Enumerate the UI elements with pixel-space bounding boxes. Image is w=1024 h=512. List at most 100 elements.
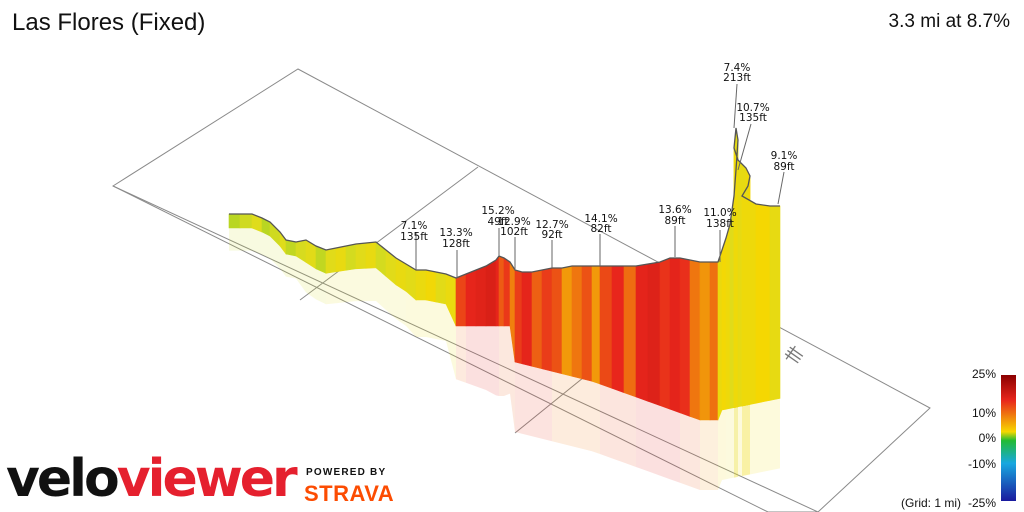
ribbon-slice	[365, 241, 377, 269]
segment-label: 12.7% 92ft	[535, 219, 569, 268]
reflection-slice	[406, 291, 416, 337]
svg-text:7.4%: 7.4%	[724, 62, 751, 74]
ribbon-slice	[721, 237, 727, 411]
svg-text:15.2%: 15.2%	[481, 205, 514, 217]
reflection-slice	[504, 326, 510, 396]
ribbon-slice	[425, 269, 437, 303]
ribbon-slice	[725, 223, 731, 410]
svg-text:89ft: 89ft	[774, 161, 795, 173]
reflection-slice	[396, 284, 406, 326]
ribbon-slice	[228, 213, 241, 229]
reflection-slice	[510, 326, 515, 432]
strava-logo[interactable]: STRAVA	[304, 481, 395, 506]
ribbon-slice	[355, 242, 367, 270]
reflection-slice	[600, 384, 612, 459]
segment-label: 12.9% 102ft	[497, 216, 531, 270]
reflection-slice	[636, 396, 648, 472]
reflection-slice	[736, 406, 738, 478]
reflection-slice	[522, 363, 532, 437]
ribbon-slice	[635, 263, 649, 402]
segment-label: 7.4% 213ft	[723, 62, 751, 129]
ribbon-slice	[659, 257, 671, 410]
segment-labels: 7.1% 135ft 13.3% 128ft 15.2% 49ft 12.9% …	[400, 62, 797, 278]
reflection-slice	[734, 406, 738, 478]
ribbon-slice	[699, 261, 711, 421]
ribbon-slice	[521, 271, 533, 367]
segment-label: 9.1% 89ft	[771, 150, 798, 205]
reflection-slice	[316, 268, 326, 305]
reflection-slice	[748, 404, 750, 475]
svg-text:135ft: 135ft	[739, 112, 767, 124]
segment-label: 10.7% 135ft	[736, 102, 770, 171]
reflection-slice	[734, 407, 736, 478]
reflection-slice	[532, 366, 542, 439]
svg-text:13.6%: 13.6%	[658, 204, 691, 216]
reflection-slice	[700, 420, 710, 490]
reflection-slice	[730, 407, 734, 479]
reflection-slice	[486, 326, 496, 396]
reflection-slice	[680, 412, 690, 487]
reflection-slice	[229, 228, 240, 251]
svg-text:10.7%: 10.7%	[736, 102, 769, 114]
reflection-slice	[742, 403, 756, 476]
ribbon-slice	[769, 205, 781, 401]
reflection-slice	[736, 406, 738, 478]
reflection-slice	[734, 407, 736, 478]
svg-text:138ft: 138ft	[706, 218, 734, 230]
reflection-slice	[262, 232, 270, 259]
segment-label: 15.2% 49ft	[481, 205, 515, 256]
ribbon-slice	[551, 267, 563, 375]
ribbon-slice	[345, 243, 357, 271]
profile-reflection	[229, 228, 780, 490]
reflection-slice	[496, 326, 499, 396]
veloviewer-logo[interactable]: veloviewer	[6, 449, 298, 509]
north-arrow-icon	[784, 345, 804, 364]
ribbon-slice	[591, 265, 601, 385]
ribbon-slice	[498, 255, 505, 327]
ribbon-slice	[475, 265, 487, 327]
ribbon-slice	[709, 261, 719, 421]
page-title: Las Flores (Fixed)	[12, 9, 206, 36]
reflection-slice	[252, 228, 262, 255]
segment-label: 14.1% 82ft	[584, 213, 618, 266]
logo-velo-text: velo	[6, 449, 120, 509]
ribbon-slice	[669, 257, 681, 414]
ribbon-slice	[495, 255, 500, 327]
reflection-slice	[742, 404, 748, 476]
svg-text:49ft: 49ft	[488, 216, 509, 228]
svg-text:82ft: 82ft	[591, 223, 612, 235]
reflection-slice	[376, 267, 386, 310]
svg-text:14.1%: 14.1%	[584, 213, 617, 225]
reflection-slice	[722, 409, 726, 480]
reflection-slice	[542, 368, 552, 442]
reflection-slice	[286, 254, 296, 279]
svg-text:12.7%: 12.7%	[535, 219, 568, 231]
reflection-slice	[240, 228, 252, 251]
ribbon-slice	[503, 257, 511, 327]
svg-text:213ft: 213ft	[723, 72, 751, 84]
reflection-slice	[756, 400, 770, 474]
reflection-slice	[552, 371, 562, 444]
ribbon-slice	[755, 203, 771, 404]
ribbon-slice	[455, 273, 467, 327]
reflection-slice	[306, 262, 316, 300]
ribbon-slice	[325, 247, 337, 274]
reflection-slice	[466, 326, 476, 387]
reflection-slice	[356, 268, 366, 302]
reflection-slice	[648, 401, 660, 476]
profile-outline	[229, 127, 780, 279]
reflection-slice	[582, 378, 592, 452]
svg-text:9.1%: 9.1%	[771, 150, 798, 162]
reflection-slice	[726, 408, 730, 480]
reflection-slice	[426, 300, 436, 339]
reflection-slice	[710, 420, 718, 490]
segment-label: 11.0% 138ft	[703, 207, 737, 262]
ribbon-slice	[485, 259, 497, 327]
reflection-slice	[416, 300, 426, 337]
ribbon-slice	[599, 265, 613, 389]
reflection-slice	[499, 326, 504, 396]
reflection-slice	[280, 246, 286, 277]
reflection-slice	[592, 381, 600, 454]
reflection-slice	[386, 276, 396, 319]
